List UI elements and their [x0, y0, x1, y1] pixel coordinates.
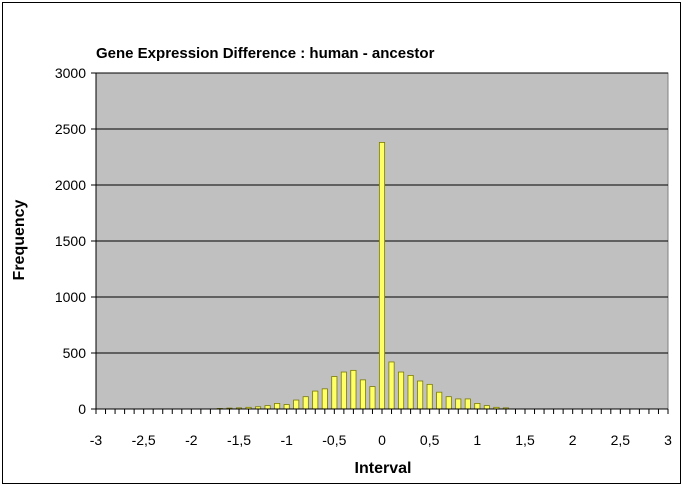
histogram-bar	[388, 361, 395, 410]
histogram-bar	[398, 371, 405, 410]
histogram-bar	[436, 391, 443, 410]
x-tick-label: -3	[90, 432, 103, 448]
histogram-bar	[302, 396, 309, 410]
histogram-bar	[359, 379, 366, 410]
histogram-bar	[426, 383, 433, 410]
x-tick-label: 1	[473, 432, 481, 448]
histogram-bar	[407, 374, 414, 410]
y-tick-label: 3000	[55, 65, 86, 81]
x-tick-label: 2,5	[611, 432, 631, 448]
y-tick-label: 1000	[55, 289, 86, 305]
histogram-bar	[445, 396, 452, 410]
y-tick-label: 500	[63, 345, 87, 361]
axes	[91, 72, 669, 414]
x-tick-label: 0,5	[420, 432, 440, 448]
histogram-bar	[340, 371, 347, 410]
x-tick-label: -1,5	[227, 432, 251, 448]
histogram-bar	[293, 399, 300, 410]
x-tick-label: 2	[569, 432, 577, 448]
y-tick-label: 0	[78, 401, 86, 417]
histogram-bar	[312, 390, 319, 410]
x-tick-label: -2	[185, 432, 198, 448]
chart-title: Gene Expression Difference : human - anc…	[96, 45, 435, 62]
x-tick-label: 0	[378, 432, 386, 448]
histogram-bar	[474, 402, 481, 410]
histogram-bar	[331, 376, 338, 410]
y-tick-label: 2000	[55, 177, 86, 193]
histogram-bar	[378, 142, 386, 410]
histogram-bar	[455, 398, 462, 410]
x-tick-labels: -3 -2,5 -2 -1,5 -1 -0,5 0 0,5 1 1,5 2 2,5 3	[90, 432, 672, 448]
histogram-bar	[283, 404, 290, 410]
histogram-bar	[321, 388, 328, 410]
y-tick-label: 2500	[55, 121, 86, 137]
histogram-bar	[369, 386, 376, 410]
x-tick-label: 3	[664, 432, 672, 448]
y-axis-title: Frequency	[11, 199, 28, 280]
x-axis-title: Interval	[355, 460, 412, 477]
histogram-bar	[483, 405, 490, 410]
chart-frame	[2, 2, 681, 484]
histogram-bar	[464, 398, 471, 410]
x-tick-label: -2,5	[132, 432, 156, 448]
histogram-bar	[264, 405, 271, 410]
histogram-bar	[417, 380, 424, 410]
histogram-bar	[350, 369, 357, 410]
y-tick-labels: 0 500 1000 1500 2000 2500 3000	[55, 65, 86, 417]
x-tick-label: -0,5	[322, 432, 346, 448]
x-tick-label: -1	[280, 432, 293, 448]
histogram-bar	[274, 402, 281, 410]
bar-series	[216, 142, 509, 410]
x-tick-label: 1,5	[515, 432, 535, 448]
y-tick-label: 1500	[55, 233, 86, 249]
